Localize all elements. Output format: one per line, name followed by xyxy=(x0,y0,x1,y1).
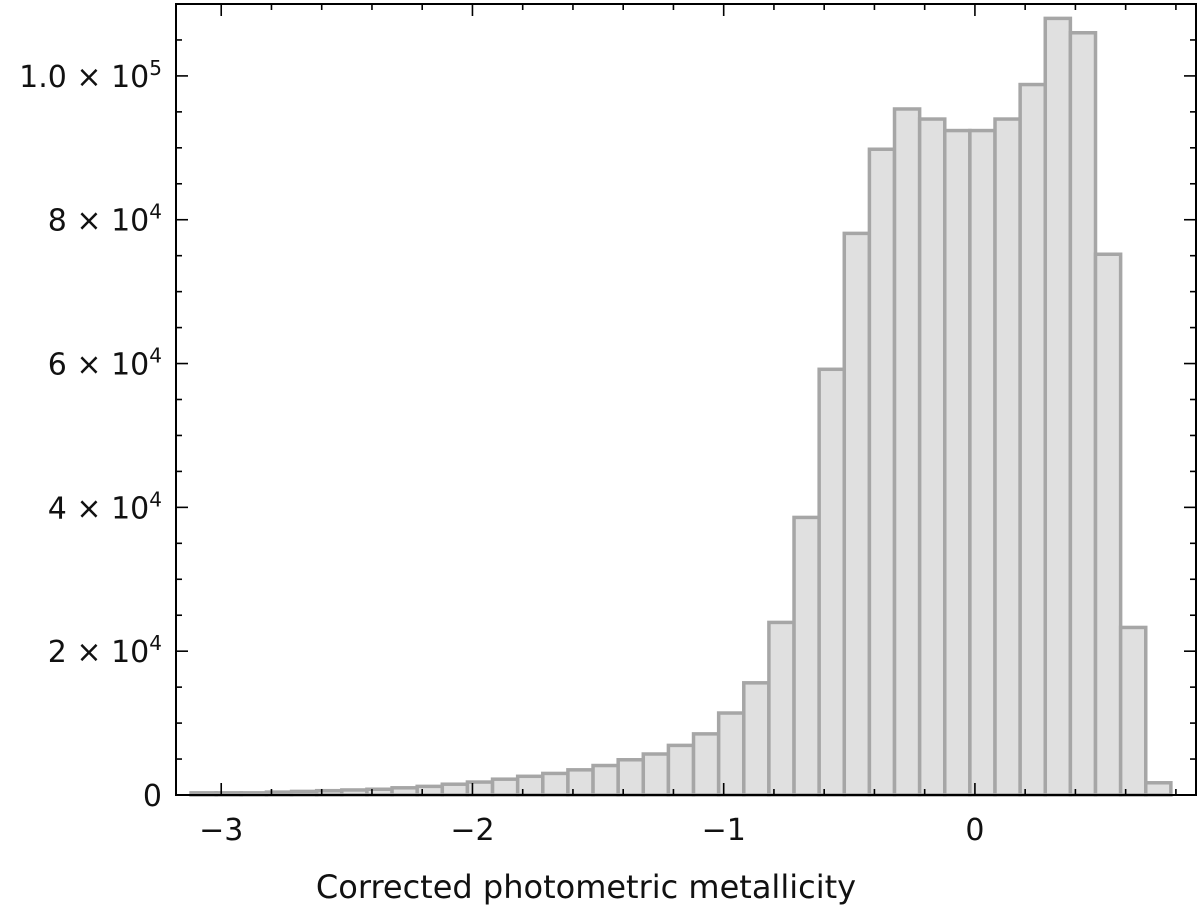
histogram-bar xyxy=(515,774,545,797)
x-tick-labels: −3 −2 −1 0 xyxy=(199,813,984,848)
histogram-bar xyxy=(1068,31,1098,797)
histogram-bar xyxy=(691,732,721,797)
histogram-bar xyxy=(892,107,922,797)
histogram-bar xyxy=(968,128,997,797)
histogram-bar xyxy=(666,743,696,797)
y-tick-label: 8 × 104 xyxy=(48,200,162,239)
histogram-bar xyxy=(767,620,796,797)
histogram-bar xyxy=(1043,16,1073,797)
histogram-bar xyxy=(465,780,495,797)
histogram-bars xyxy=(189,16,1173,797)
histogram-bar xyxy=(415,784,445,797)
histogram-bar xyxy=(1144,781,1173,797)
histogram-bar xyxy=(917,117,947,797)
plot-frame xyxy=(175,3,1197,796)
y-tick-label: 1.0 × 105 xyxy=(19,56,162,95)
y-tick-label: 6 × 104 xyxy=(48,344,162,383)
histogram-bar xyxy=(390,786,419,797)
x-tick-label: −2 xyxy=(450,813,494,848)
histogram-bar xyxy=(842,231,872,797)
histogram-bar xyxy=(792,515,821,797)
histogram-bar xyxy=(641,752,671,797)
histogram-bar xyxy=(742,681,771,797)
histogram-bar xyxy=(490,777,520,797)
histogram-bar xyxy=(993,117,1022,797)
x-tick-label: −3 xyxy=(199,813,243,848)
y-tick-label: 2 × 104 xyxy=(48,631,162,670)
y-tick-label: 0 xyxy=(143,779,162,814)
histogram-bar xyxy=(616,758,646,797)
y-tick-label: 4 × 104 xyxy=(48,487,162,526)
histogram-bar xyxy=(1093,252,1123,797)
x-axis-label: Corrected photometric metallicity xyxy=(316,868,856,906)
histogram-bar xyxy=(817,367,847,797)
x-tick-label: 0 xyxy=(965,813,984,848)
histogram-bar xyxy=(440,782,470,797)
y-tick-labels: 0 2 × 104 4 × 104 6 × 104 8 × 104 1.0 × 105 xyxy=(19,56,162,814)
histogram-bar xyxy=(1118,625,1148,797)
histogram-bar xyxy=(943,128,972,797)
histogram-bar xyxy=(591,763,620,797)
histogram-bar xyxy=(1018,82,1048,797)
histogram-bar xyxy=(867,147,897,797)
histogram-bar xyxy=(541,771,570,797)
histogram-bar xyxy=(716,711,746,797)
histogram-bar xyxy=(566,768,595,797)
x-tick-label: −1 xyxy=(702,813,746,848)
